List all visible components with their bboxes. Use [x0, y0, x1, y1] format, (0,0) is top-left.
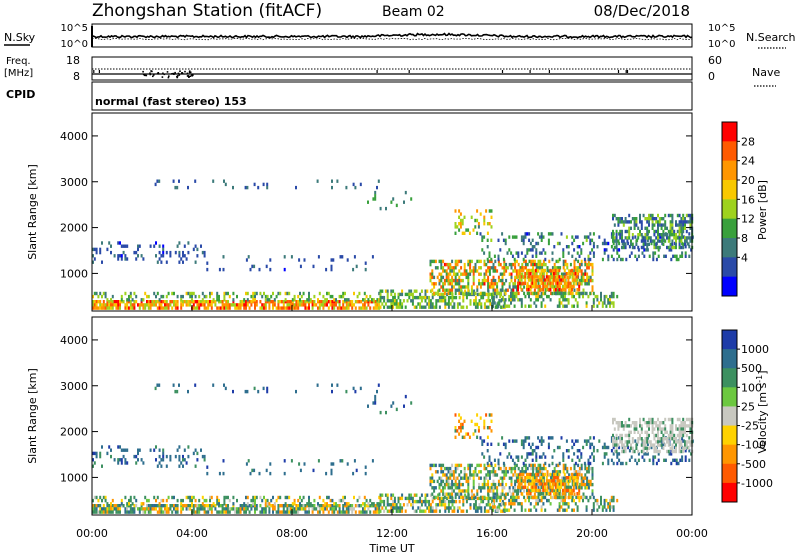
velocity-colorbar-label-close: ] [756, 370, 769, 374]
colorbar-segment [722, 276, 737, 297]
nsky-panel: N.Sky 10^5 10^0 10^5 10^0 N.Search [4, 23, 796, 50]
colorbar-tick-label: 24 [741, 155, 755, 168]
colorbar-segment [722, 406, 737, 427]
cpid-panel: CPID normal (fast stereo) 153 [6, 81, 693, 111]
x-tick-label: 00:00 [676, 527, 708, 540]
colorbar-tick-label: 28 [741, 135, 755, 148]
velocity-y-ticks: 4000 3000 2000 1000 [60, 334, 692, 484]
colorbar-segment [722, 180, 737, 200]
colorbar-tick-label: 25 [741, 400, 755, 413]
nave-tick-bottom: 0 [708, 70, 715, 83]
nsky-tick-bottom: 10^0 [61, 39, 88, 50]
power-panel: 4000 3000 2000 1000 Slant Range [km] 28 24 20… [26, 112, 769, 312]
colorbar-segment [722, 141, 737, 162]
x-tick-label: 20:00 [576, 527, 608, 540]
colorbar-segment [722, 199, 737, 220]
colorbar-segment [722, 257, 737, 278]
y-tick-label: 4000 [60, 130, 88, 143]
freq-label-line1: Freq. [6, 56, 31, 67]
y-tick-label: 3000 [60, 380, 88, 393]
colorbar-tick-label: 500 [741, 362, 762, 375]
y-tick-label: 2000 [60, 222, 88, 235]
station-title: Zhongshan Station (fitACF) [92, 1, 322, 21]
colorbar-segment [722, 238, 737, 258]
x-tick-label: 12:00 [376, 527, 408, 540]
freq-tick-top: 18 [66, 54, 80, 67]
colorbar-segment [722, 218, 737, 239]
velocity-data-cells [92, 383, 694, 514]
x-tick-label: 08:00 [276, 527, 308, 540]
colorbar-tick-label: -1000 [741, 477, 773, 490]
colorbar-tick-label: 1000 [741, 343, 769, 356]
velocity-xlabel: Time UT [368, 542, 414, 554]
x-tick-label: 16:00 [476, 527, 508, 540]
velocity-colorbar-label: Velocity [m s-1] [755, 370, 769, 453]
colorbar-tick-label: 20 [741, 174, 755, 187]
freq-panel: Freq. [MHz] 18 8 60 0 Nave [4, 54, 780, 87]
colorbar-tick-label: 16 [741, 193, 755, 206]
freq-tick-bottom: 8 [73, 70, 80, 83]
nsky-trace [91, 26, 693, 47]
colorbar-segment [722, 387, 737, 407]
colorbar-segment [722, 444, 737, 465]
power-colorbar-label: Power [dB] [756, 180, 769, 240]
nsky-tick-top: 10^5 [61, 23, 88, 34]
colorbar-tick-label: 4 [741, 251, 748, 264]
colorbar-segment [722, 482, 737, 503]
colorbar-tick-label: -100 [741, 439, 766, 452]
colorbar-segment [722, 463, 737, 484]
y-tick-label: 4000 [60, 334, 88, 347]
freq-trace [92, 68, 692, 79]
colorbar-segment [722, 160, 737, 181]
velocity-x-ticks: 00:00 04:00 08:00 12:00 16:00 20:00 00:00 [76, 509, 708, 540]
colorbar-segment [722, 425, 737, 446]
nsky-right-tick-bottom: 10^0 [708, 39, 735, 50]
velocity-ylabel: Slant Range [km] [26, 368, 39, 464]
freq-label-line2: [MHz] [4, 68, 33, 79]
y-tick-label: 1000 [60, 267, 88, 280]
y-tick-label: 2000 [60, 426, 88, 439]
x-tick-label: 04:00 [176, 527, 208, 540]
nave-label: Nave [752, 66, 780, 79]
velocity-colorbar-label-sup: -1 [755, 375, 764, 383]
cpid-text: normal (fast stereo) 153 [95, 95, 247, 108]
colorbar-segment [722, 122, 737, 142]
x-tick-label: 00:00 [76, 527, 108, 540]
power-y-ticks: 4000 3000 2000 1000 [60, 130, 692, 280]
colorbar-tick-label: -25 [741, 420, 759, 433]
colorbar-segment [722, 368, 737, 388]
colorbar-tick-label: 8 [741, 232, 748, 245]
date-title: 08/Dec/2018 [594, 2, 690, 20]
nsky-label: N.Sky [4, 31, 36, 44]
y-tick-label: 3000 [60, 176, 88, 189]
velocity-colorbar: 1000 500 100 25 -25 -100 -500 -1000 [721, 329, 773, 503]
velocity-colorbar-label-text: Velocity [m s [756, 382, 769, 453]
nsearch-label: N.Search [746, 31, 796, 44]
nsky-right-tick-top: 10^5 [708, 23, 735, 34]
colorbar-tick-label: 12 [741, 213, 755, 226]
colorbar-segment [722, 349, 737, 369]
colorbar-segment [722, 330, 737, 350]
colorbar-tick-label: 100 [741, 381, 762, 394]
colorbar-tick-label: -500 [741, 458, 766, 471]
velocity-panel: 4000 3000 2000 1000 00:00 04:00 08:00 12:00 16:… [26, 316, 773, 554]
y-tick-label: 1000 [60, 471, 88, 484]
cpid-label: CPID [6, 88, 35, 101]
beam-title: Beam 02 [382, 4, 445, 20]
power-data-cells [92, 179, 694, 310]
power-ylabel: Slant Range [km] [26, 164, 39, 260]
power-x-tick-marks [91, 305, 693, 311]
nave-tick-top: 60 [708, 54, 722, 67]
power-colorbar: 28 24 20 16 12 8 4 [721, 121, 755, 297]
